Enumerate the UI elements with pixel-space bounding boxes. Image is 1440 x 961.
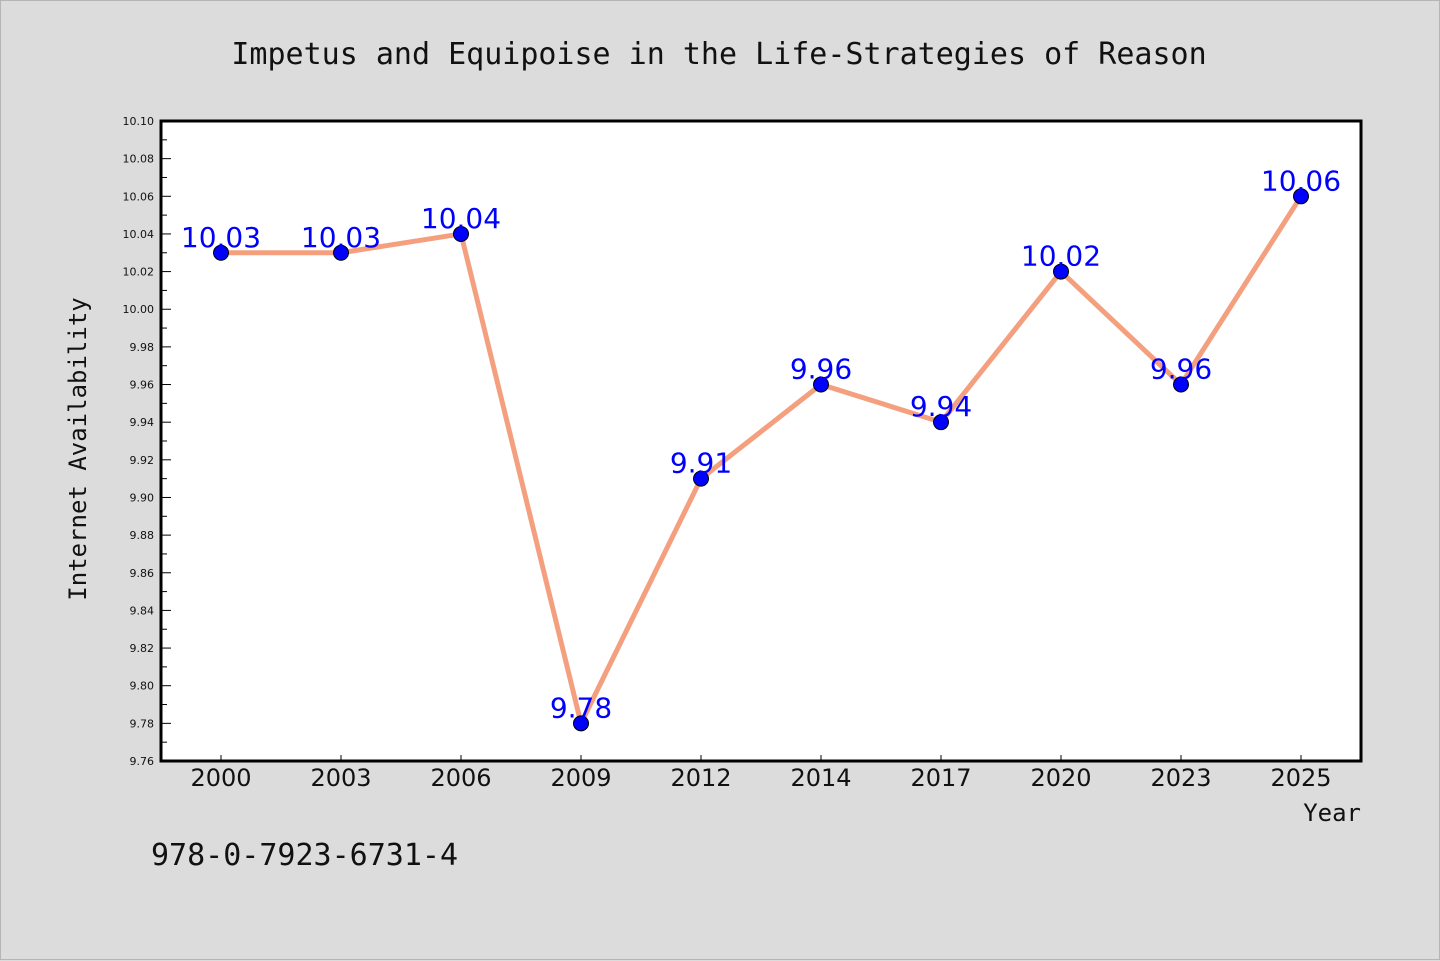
data-label: 10.03 <box>301 221 381 254</box>
data-point <box>213 244 229 261</box>
y-tick-label: 10.02 <box>123 266 155 279</box>
data-label: 10.03 <box>181 221 261 254</box>
data-point <box>333 244 349 261</box>
data-label: 10.02 <box>1021 240 1101 273</box>
x-axis: 2000 2003 2006 2009 2012 2014 2017 2020 2023 2025 <box>190 755 1332 792</box>
data-point <box>1053 263 1069 280</box>
data-label: 10.06 <box>1261 164 1341 197</box>
chart-title: Impetus and Equipoise in the Life-Strate… <box>231 37 1206 72</box>
x-tick-label: 2020 <box>1030 764 1091 792</box>
y-tick-label: 9.76 <box>130 755 155 768</box>
plot-area <box>159 119 1363 763</box>
x-tick-label: 2006 <box>430 764 491 792</box>
data-point <box>813 376 829 393</box>
y-tick-label: 9.84 <box>130 604 155 617</box>
data-label: 10.04 <box>421 202 501 235</box>
data-label: 9.96 <box>790 353 852 386</box>
data-point <box>933 414 949 431</box>
y-tick-label: 9.86 <box>130 567 155 580</box>
series-layer <box>213 188 1309 732</box>
data-point <box>453 225 469 242</box>
y-axis-title: Internet Availability <box>64 297 92 600</box>
data-label: 9.78 <box>550 691 612 724</box>
data-label: 9.96 <box>1150 353 1212 386</box>
y-tick-label: 10.04 <box>123 228 155 241</box>
y-tick-label: 9.88 <box>130 529 155 542</box>
y-tick-label: 9.80 <box>130 680 155 693</box>
x-tick-label: 2017 <box>910 764 971 792</box>
y-tick-label: 10.06 <box>123 190 155 203</box>
y-tick-label: 9.92 <box>130 454 155 467</box>
data-point <box>573 715 589 732</box>
y-tick-label: 9.90 <box>130 491 155 504</box>
data-label: 9.91 <box>670 447 732 480</box>
data-point <box>1173 376 1189 393</box>
x-tick-label: 2025 <box>1270 764 1331 792</box>
series-line <box>218 193 1304 726</box>
y-tick-label: 9.94 <box>130 416 155 429</box>
y-tick-label: 9.98 <box>130 341 155 354</box>
x-tick-label: 2003 <box>310 764 371 792</box>
y-tick-label: 10.00 <box>123 303 155 316</box>
x-tick-label: 2012 <box>670 764 731 792</box>
x-tick-label: 2014 <box>790 764 851 792</box>
data-label: 9.94 <box>910 390 972 423</box>
isbn-text: 978-0-7923-6731-4 <box>151 838 458 873</box>
y-axis: 9.76 9.78 9.80 9.82 9.84 9.86 9.88 9.90 9.92 9.94… <box>123 115 171 768</box>
data-point <box>693 470 709 487</box>
x-tick-label: 2000 <box>190 764 251 792</box>
x-axis-title: Year <box>1303 799 1361 827</box>
data-labels: 10.03 10.03 10.04 9.78 9.91 9.96 9.94 10.02 9.96… <box>181 164 1341 724</box>
x-tick-label: 2009 <box>550 764 611 792</box>
y-tick-label: 9.96 <box>130 379 155 392</box>
x-tick-label: 2023 <box>1150 764 1211 792</box>
y-tick-label: 9.78 <box>130 717 155 730</box>
data-point <box>1293 188 1309 205</box>
y-tick-label: 10.08 <box>123 153 155 166</box>
y-tick-label: 9.82 <box>130 642 155 655</box>
y-tick-label: 10.10 <box>123 115 155 128</box>
